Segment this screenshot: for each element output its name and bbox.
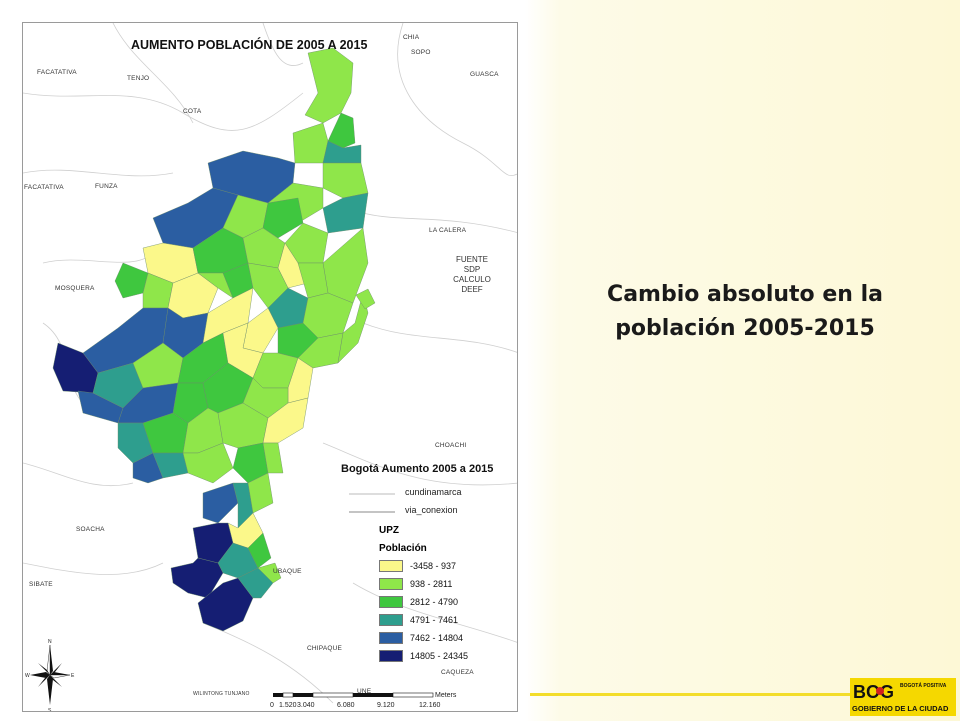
place-label-mosquera: MOSQUERA (55, 285, 95, 292)
source-line: SDP (463, 265, 481, 274)
source-line: CALCULO (453, 275, 491, 284)
map-legend: Bogotá Aumento 2005 a 2015 cundinamarca … (341, 463, 517, 675)
slide-title-line: Cambio absoluto en la (607, 282, 883, 307)
slide-title: Cambio absoluto en la población 2005-201… (580, 278, 910, 346)
compass-w: W (25, 673, 30, 679)
scale-bar: 0 1.520 3.040 6.080 9.120 12.160 Meters (267, 685, 467, 711)
legend-swatch (379, 560, 403, 572)
place-label-tenjo: TENJO (127, 75, 150, 82)
legend-title: Bogotá Aumento 2005 a 2015 (341, 463, 494, 475)
map-frame: AUMENTO POBLACIÓN DE 2005 A 2015 CHIA SO… (22, 22, 518, 712)
legend-swatch (379, 632, 403, 644)
legend-swatch (379, 596, 403, 608)
legend-via-symbol (349, 511, 395, 513)
legend-line-label: via_conexion (405, 505, 458, 515)
map-source: FUENTE SDP CALCULO DEEF (443, 255, 501, 295)
legend-class-label: 938 - 2811 (410, 579, 453, 589)
place-label-soacha: SOACHA (76, 526, 105, 533)
scale-unit: Meters (435, 692, 457, 699)
logo-side: BOGOTÁ POSITIVA (900, 682, 947, 689)
source-line: FUENTE (456, 255, 488, 264)
legend-swatch (379, 614, 403, 626)
scale-tick: 0 (270, 702, 274, 709)
bogota-positiva-logo: BOG BOGOTÁ POSITIVA GOBIERNO DE LA CIUDA… (850, 678, 956, 716)
place-label-caqueza: CAQUEZA (441, 669, 474, 676)
logo-brand: BOG (853, 682, 894, 702)
legend-line-label: cundinamarca (405, 487, 462, 497)
compass-icon: N S E W (25, 639, 75, 712)
slide-title-line: población 2005-2015 (615, 316, 875, 341)
map-title: AUMENTO POBLACIÓN DE 2005 A 2015 (131, 38, 368, 52)
footer-accent-line (530, 693, 850, 696)
logo-tagline: GOBIERNO DE LA CIUDAD (852, 704, 949, 713)
bogota-map (23, 23, 517, 704)
place-label-sibate: SIBATE (29, 581, 53, 588)
scale-tick: 6.080 (337, 702, 355, 709)
legend-cundinamarca-symbol (349, 493, 395, 495)
scale-tick: 3.040 (297, 702, 315, 709)
compass-n: N (48, 639, 52, 645)
legend-upz-heading: UPZ (379, 525, 399, 536)
place-label-facatativa-top: FACATATIVA (37, 69, 77, 76)
legend-class-label: -3458 - 937 (410, 561, 457, 571)
place-label-guasca: GUASCA (470, 71, 499, 78)
compass-e: E (71, 673, 75, 679)
legend-class-label: 7462 - 14804 (410, 633, 464, 643)
place-label-choachi: CHOACHI (435, 442, 467, 449)
legend-swatch (379, 578, 403, 590)
scale-tick: 12.160 (419, 702, 441, 709)
place-label-cota: COTA (183, 108, 202, 115)
scale-tick: 1.520 (279, 702, 297, 709)
logo-icon: BOG BOGOTÁ POSITIVA GOBIERNO DE LA CIUDA… (850, 678, 956, 716)
place-label-chipaque: CHIPAQUE (307, 645, 343, 652)
place-label-wilmington: WILINTONG TUNJANO (193, 691, 250, 697)
place-label-ubaque: UBAQUE (273, 568, 302, 575)
place-label-une: UNE (357, 688, 372, 695)
legend-class-label: 14805 - 24345 (410, 651, 469, 661)
source-line: DEEF (461, 285, 483, 294)
place-label-chia: CHIA (403, 34, 420, 41)
legend-class-label: 4791 - 7461 (410, 615, 459, 625)
scale-bar-graphic: 0 1.520 3.040 6.080 9.120 12.160 Meters (270, 692, 457, 709)
compass-s: S (48, 708, 52, 712)
place-label-funza: FUNZA (95, 183, 118, 190)
place-label-la-calera: LA CALERA (429, 227, 467, 234)
legend-poblacion-heading: Población (379, 543, 427, 554)
place-label-sopo: SOPO (411, 49, 431, 56)
compass-rose: N S E W (25, 635, 75, 712)
legend-swatch (379, 650, 403, 662)
scale-tick: 9.120 (377, 702, 395, 709)
legend-class-label: 2812 - 4790 (410, 597, 459, 607)
place-label-facatativa-mid: FACATATIVA (24, 184, 64, 191)
